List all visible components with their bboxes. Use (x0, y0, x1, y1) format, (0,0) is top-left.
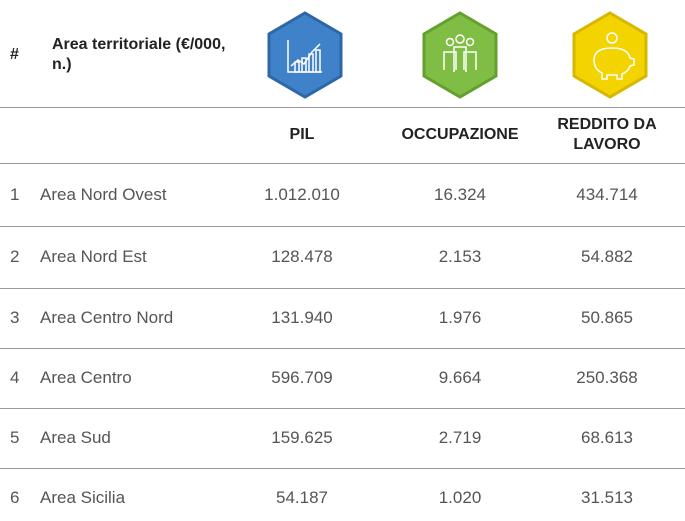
column-header: PIL (289, 126, 315, 143)
cell-value: 596.709 (271, 368, 333, 387)
row-divider (0, 226, 685, 227)
cell-value: 434.714 (576, 185, 638, 204)
cell-value: 159.625 (271, 428, 333, 447)
occupazione-icon (422, 11, 498, 99)
row-number: 5 (10, 428, 20, 447)
row-number: 4 (10, 368, 20, 387)
cell-value: 50.865 (581, 308, 633, 327)
row-divider (0, 107, 685, 108)
area-name: Area Nord Est (40, 247, 147, 266)
row-divider (0, 408, 685, 409)
row-number: 3 (10, 308, 20, 327)
column-header: REDDITO DA LAVORO (557, 116, 657, 153)
area-name: Area Centro Nord (40, 308, 174, 327)
cell-value: 16.324 (434, 185, 486, 204)
cell-value: 1.012.010 (264, 185, 340, 204)
area-name: Area Nord Ovest (40, 185, 167, 204)
area-name: Area Sud (40, 428, 111, 447)
cell-value: 68.613 (581, 428, 633, 447)
column-header: OCCUPAZIONE (401, 126, 519, 143)
reddito-icon (572, 11, 648, 99)
cell-value: 9.664 (438, 368, 482, 387)
area-name: Area Sicilia (40, 488, 126, 507)
cell-value: 2.153 (438, 247, 482, 266)
pil-icon (267, 11, 343, 99)
area-header: Area territoriale (€/000, n.) (52, 36, 226, 73)
row-number: 1 (10, 185, 20, 204)
row-divider (0, 348, 685, 349)
cell-value: 1.976 (438, 308, 482, 327)
cell-value: 1.020 (438, 488, 482, 507)
row-divider (0, 468, 685, 469)
row-divider (0, 163, 685, 164)
cell-value: 250.368 (576, 368, 638, 387)
row-number: 2 (10, 247, 20, 266)
cell-value: 31.513 (581, 488, 633, 507)
area-name: Area Centro (40, 368, 132, 387)
cell-value: 54.882 (581, 247, 633, 266)
header-icons (267, 11, 648, 99)
cell-value: 128.478 (271, 247, 333, 266)
row-number: 6 (10, 488, 20, 507)
number-header: # (10, 46, 19, 63)
row-divider (0, 288, 685, 289)
cell-value: 54.187 (276, 488, 328, 507)
cell-value: 2.719 (438, 428, 482, 447)
cell-value: 131.940 (271, 308, 333, 327)
